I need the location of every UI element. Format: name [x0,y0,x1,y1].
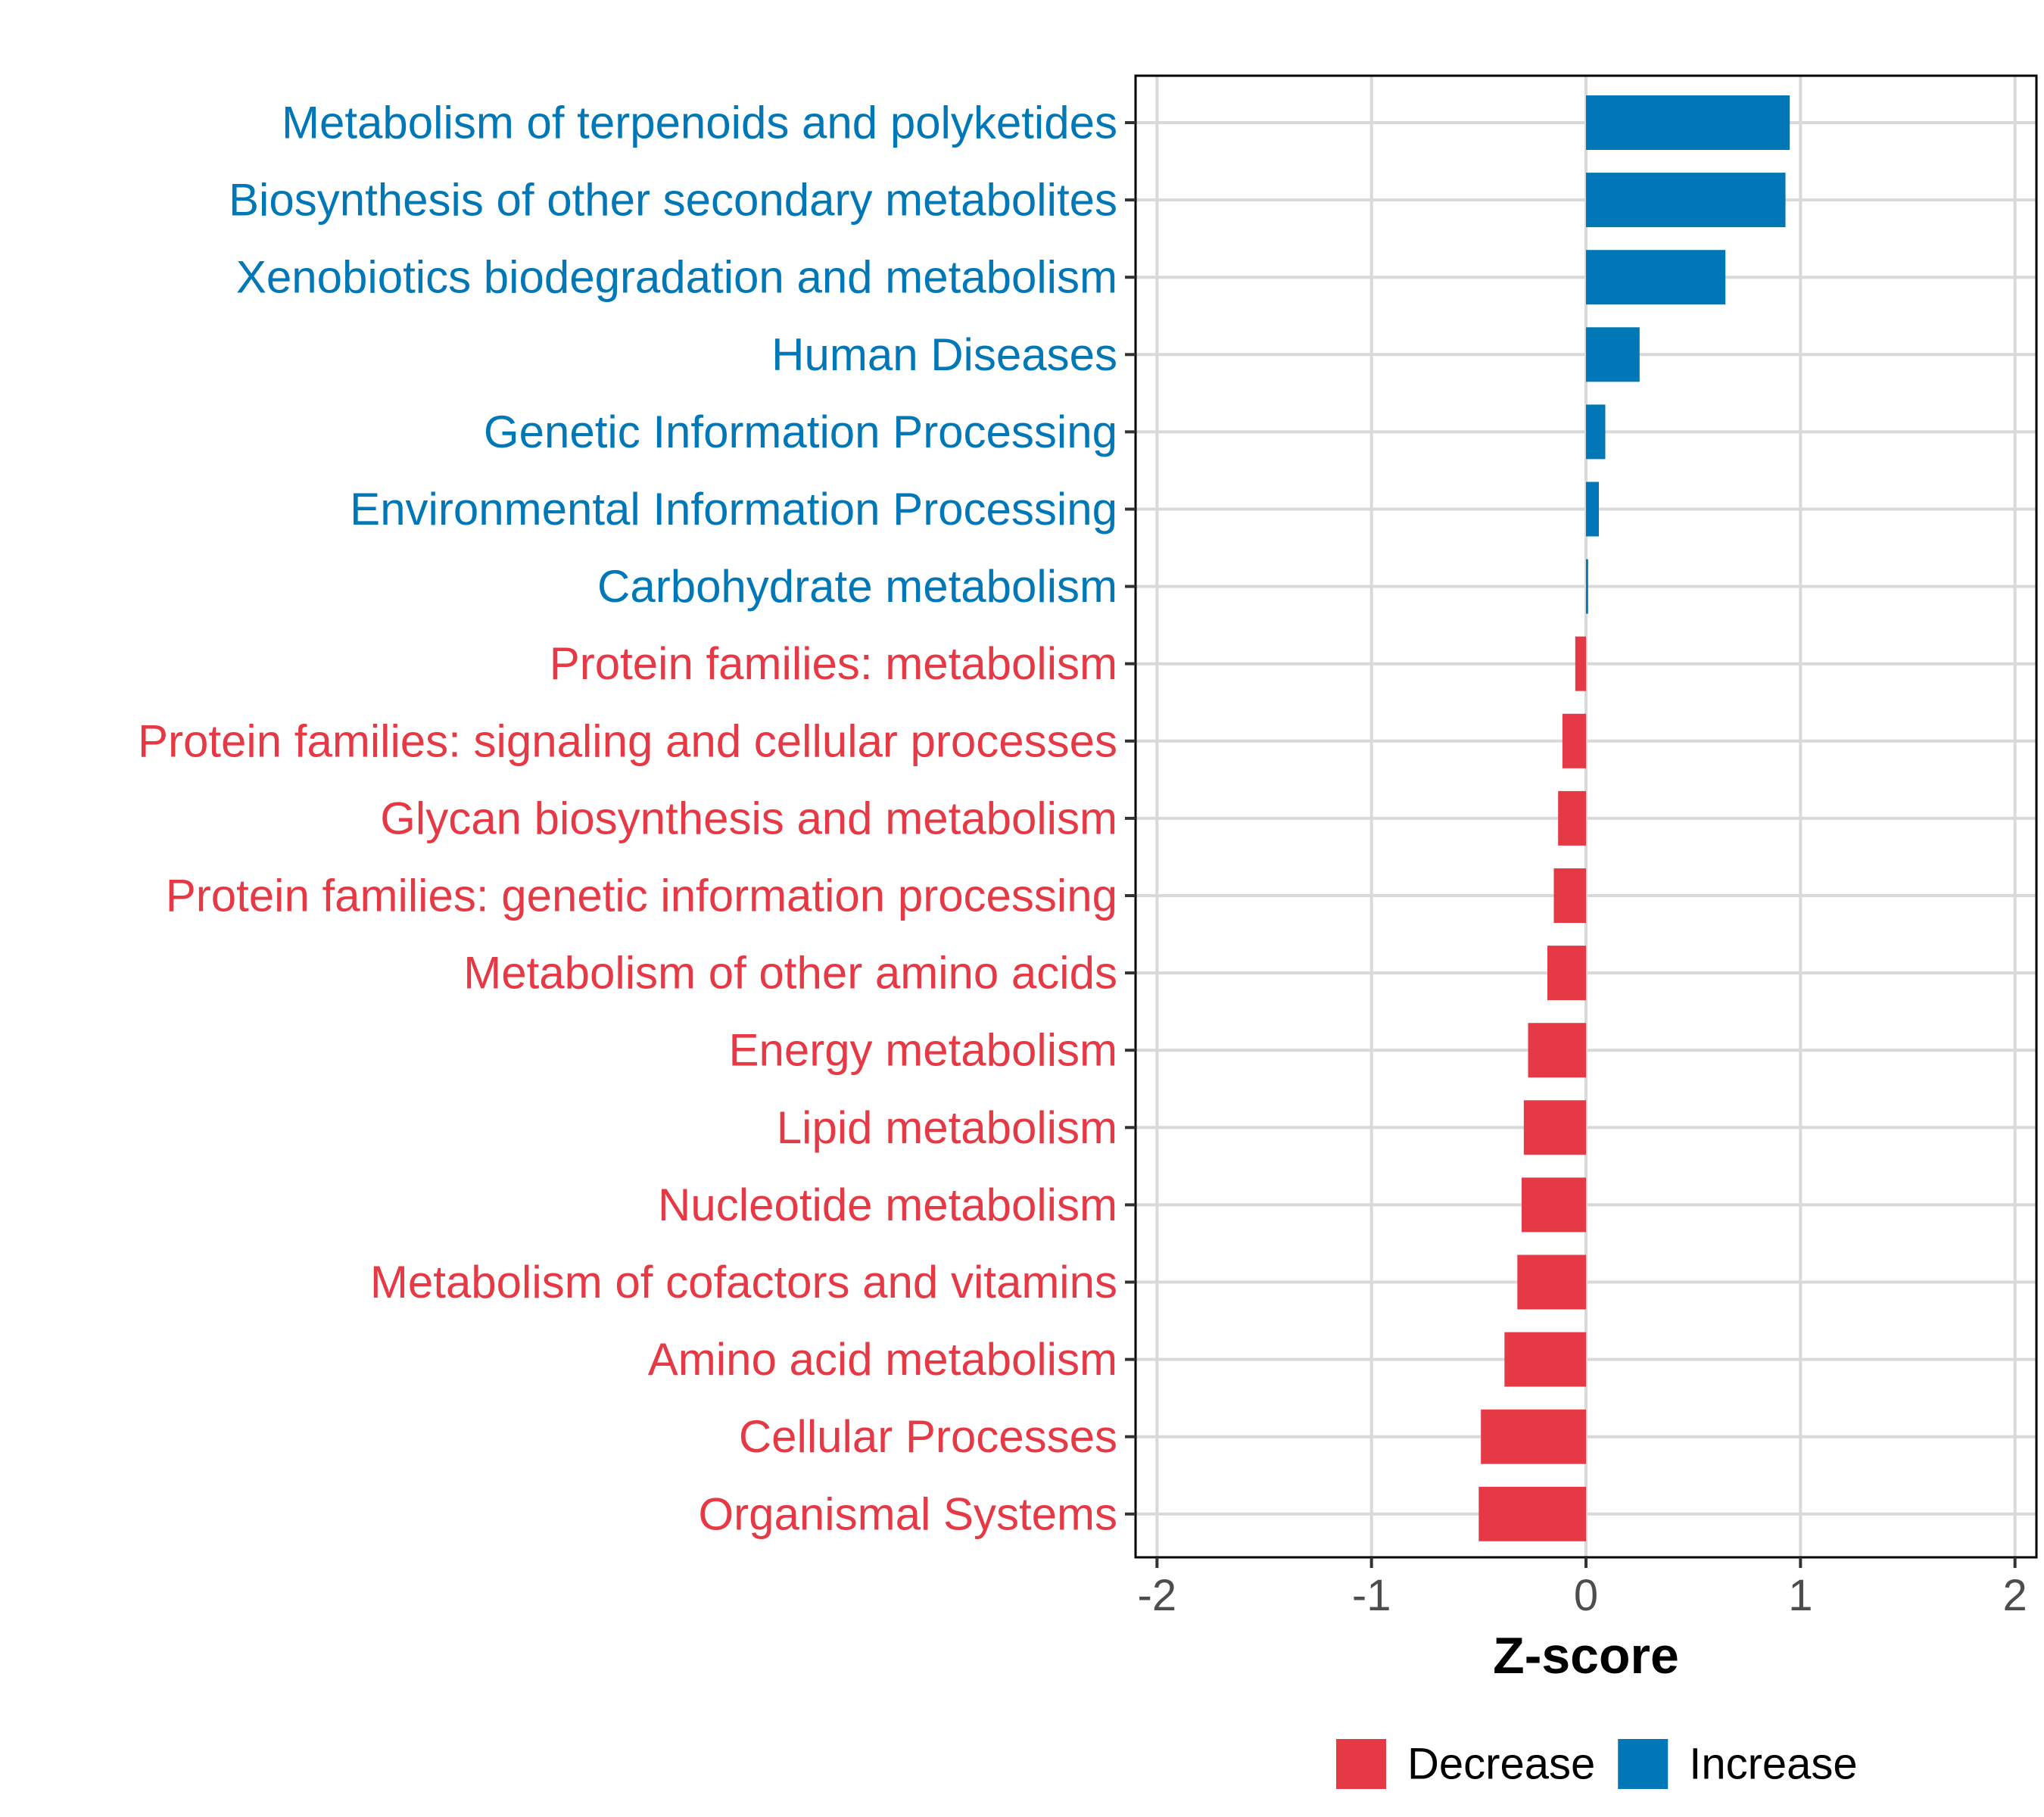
x-tick-label: -2 [1138,1571,1177,1620]
bar [1547,946,1586,1001]
bar [1586,559,1588,614]
bar [1481,1409,1586,1464]
category-label: Energy metabolism [728,1025,1117,1076]
category-label: Genetic Information Processing [484,407,1117,457]
legend-label-decrease: Decrease [1407,1740,1595,1789]
x-tick-label: -1 [1352,1571,1391,1620]
bar [1553,868,1586,923]
bar [1586,482,1599,537]
x-axis-title: Z-score [1493,1627,1679,1685]
category-label: Metabolism of cofactors and vitamins [370,1257,1117,1307]
category-label: Protein families: genetic information pr… [166,871,1117,921]
category-label: Human Diseases [771,329,1117,380]
category-label: Biosynthesis of other secondary metaboli… [229,175,1117,226]
x-tick-label: 2 [2003,1571,2027,1620]
bar [1504,1332,1586,1387]
category-label: Metabolism of terpenoids and polyketides [282,98,1117,148]
category-label: Metabolism of other amino acids [463,948,1117,999]
bar [1523,1100,1586,1155]
bar [1575,636,1586,691]
bar [1586,173,1786,228]
bar [1586,404,1606,460]
category-label: Carbohydrate metabolism [597,561,1117,612]
bar [1586,327,1640,382]
x-tick-label: 0 [1574,1571,1598,1620]
bar [1586,95,1790,150]
legend-key-increase [1618,1739,1669,1789]
bar [1478,1486,1586,1541]
bar [1522,1177,1586,1233]
bar [1528,1023,1586,1078]
x-tick-label: 1 [1788,1571,1812,1620]
bar [1562,713,1586,768]
category-label: Organismal Systems [699,1488,1117,1539]
category-label: Cellular Processes [739,1411,1117,1462]
category-label: Xenobiotics biodegradation and metabolis… [236,252,1117,303]
x-axis: -2 -1 0 1 2 [1138,1557,2027,1620]
legend-key-decrease [1336,1739,1386,1789]
bar [1586,250,1726,305]
category-label: Protein families: signaling and cellular… [138,715,1117,766]
bar [1558,790,1586,846]
category-label: Glycan biosynthesis and metabolism [380,793,1117,843]
legend-label-increase: Increase [1689,1740,1857,1789]
category-label: Nucleotide metabolism [658,1180,1117,1230]
bar [1517,1254,1586,1310]
bars [1478,95,1790,1541]
legend: Decrease Increase [1336,1739,1858,1789]
category-label: Protein families: metabolism [550,638,1117,689]
category-label: Environmental Information Processing [350,484,1117,535]
category-label: Lipid metabolism [777,1102,1117,1153]
category-label: Amino acid metabolism [648,1334,1117,1385]
y-axis: Metabolism of terpenoids and polyketides… [138,98,1136,1539]
